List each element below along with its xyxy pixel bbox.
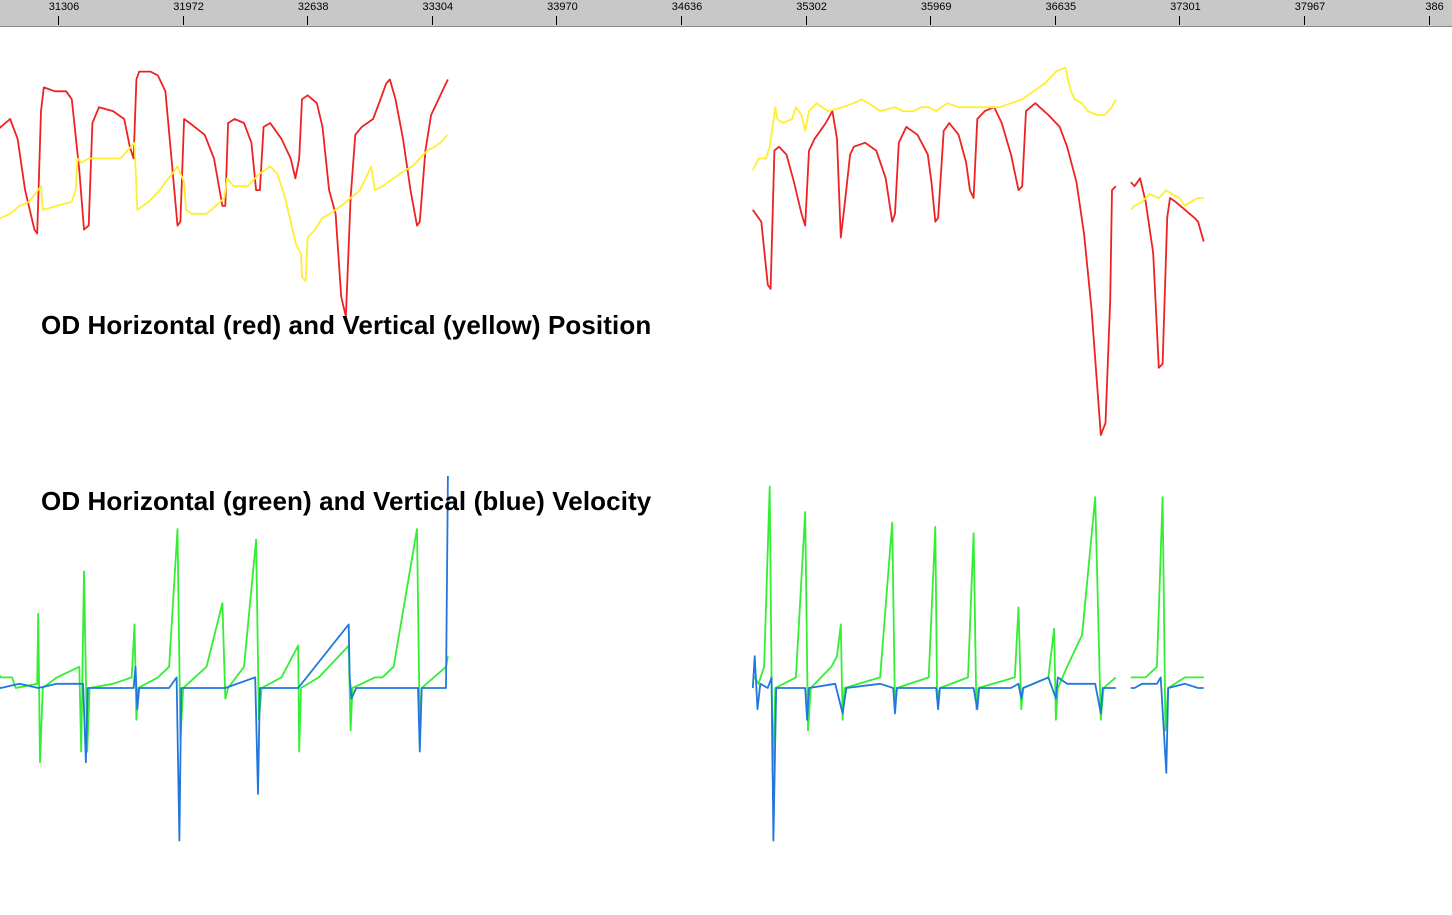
ruler-tick-label: 33304 [422,1,454,13]
position-trace-1-segment-1 [751,66,1117,171]
ruler-tick-mark [681,16,682,25]
ruler-tick-label: 36635 [1045,1,1077,13]
ruler-tick-mark [1179,16,1181,25]
velocity-trace-0-segment-1 [752,485,1117,774]
ruler-tick-label: 31972 [173,1,204,13]
position-panel-title: OD Horizontal (red) and Vertical (yellow… [41,310,652,340]
ruler-tick-mark [58,16,59,25]
ruler-tick-mark [182,16,184,25]
ruler-tick-mark [805,16,807,25]
ruler-tick-mark [1054,16,1056,25]
ruler-tick-mark [556,16,558,25]
position-trace-1-segment-0 [0,134,449,282]
ruler-tick-label: 386 [1425,1,1444,13]
velocity-trace-1-segment-2 [1130,676,1204,774]
position-trace-0-segment-0 [0,70,449,318]
position-trace-0-segment-1 [752,102,1117,436]
velocity-trace-0-segment-0 [0,528,449,764]
position-trace-0-segment-2 [1130,177,1205,369]
velocity-trace-1-segment-0 [0,475,449,842]
ruler-tick-mark [930,16,932,25]
velocity-panel [0,475,1204,842]
ruler-tick-label: 32638 [297,1,329,13]
ruler-tick-label: 35969 [920,1,952,13]
ruler-tick-label: 31306 [48,1,80,13]
ruler-tick-label: 34636 [671,1,703,13]
ruler-tick-label: 35302 [796,1,827,13]
position-panel [0,66,1205,436]
velocity-trace-1-segment-1 [751,655,1116,842]
ruler-tick-label: 33970 [547,1,578,13]
position-trace-1-segment-2 [1130,189,1204,211]
timeline-ruler: 31306 31972 32638 33304 33970 34636 35302 35969… [0,0,1452,27]
velocity-panel-title: OD Horizontal (green) and Vertical (blue… [41,486,652,516]
ruler-tick-mark [431,16,433,25]
ruler-tick-mark [1304,16,1305,25]
ruler-tick-mark [307,16,309,25]
velocity-trace-0-segment-2 [1130,496,1204,732]
ruler-tick-label: 37967 [1294,1,1326,13]
ruler-tick-label: 37301 [1170,1,1201,13]
ruler-tick-mark [1428,16,1430,25]
